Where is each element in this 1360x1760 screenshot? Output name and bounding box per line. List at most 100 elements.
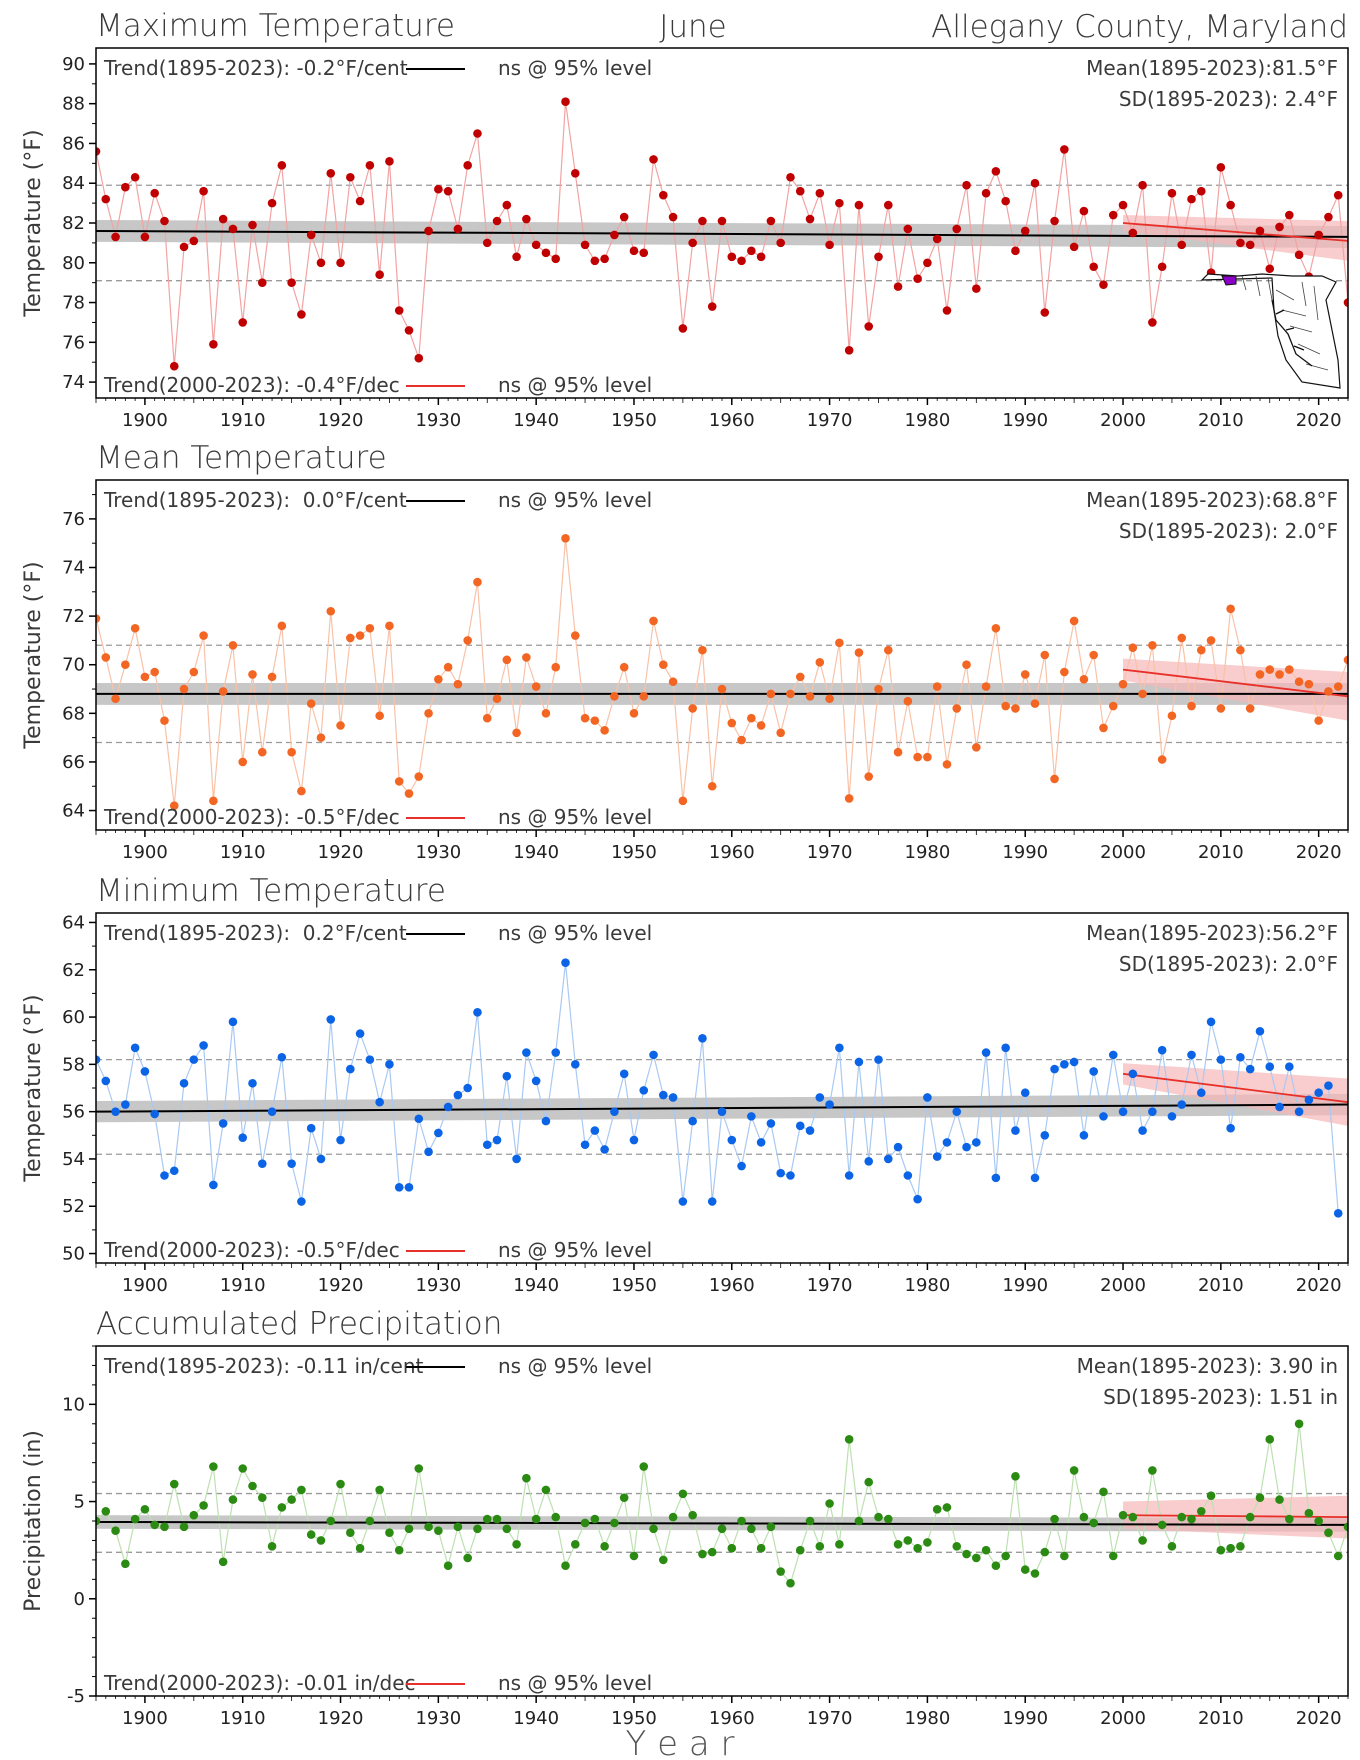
data-point: [482, 1140, 492, 1150]
data-point: [150, 667, 159, 677]
data-point: [257, 278, 267, 287]
data-point: [1118, 200, 1128, 210]
data-point: [150, 1520, 159, 1530]
data-point: [825, 694, 834, 704]
data-point: [482, 238, 492, 248]
y-tick-label: 80: [62, 253, 85, 274]
data-point: [375, 1097, 384, 1107]
data-point: [561, 958, 570, 967]
data-point: [1138, 689, 1147, 699]
data-point: [130, 1514, 140, 1524]
data-point: [169, 801, 179, 810]
x-tick-label: 1950: [611, 842, 657, 863]
x-tick-label: 1950: [611, 1275, 657, 1296]
data-point: [199, 631, 208, 640]
data-point: [619, 662, 629, 672]
recent-trend-band: [1123, 1495, 1348, 1539]
data-point: [698, 1549, 707, 1559]
data-point: [306, 1123, 316, 1133]
data-point: [1040, 1130, 1050, 1140]
data-point: [795, 672, 805, 682]
data-point: [228, 1495, 238, 1504]
data-point: [1226, 604, 1235, 614]
data-point: [522, 1473, 531, 1483]
data-point: [570, 168, 580, 178]
data-point: [610, 1107, 619, 1116]
data-point: [1079, 1130, 1089, 1140]
data-point: [580, 1518, 590, 1528]
trend-recent-sig: ns @ 95% level: [498, 373, 652, 397]
y-tick-label: 64: [62, 912, 85, 933]
data-point: [179, 1522, 189, 1532]
data-point: [96, 147, 101, 156]
data-point: [336, 721, 345, 730]
data-point: [1187, 701, 1196, 711]
x-tick-label: 1940: [513, 842, 559, 863]
data-point: [932, 234, 942, 244]
data-point: [218, 687, 228, 696]
data-point: [561, 97, 570, 106]
data-point: [1030, 1569, 1040, 1578]
data-point: [287, 278, 296, 287]
data-point: [385, 157, 394, 166]
data-point: [297, 1197, 306, 1206]
data-point: [1118, 1510, 1128, 1520]
data-point: [766, 1119, 776, 1128]
data-point: [972, 1553, 981, 1563]
data-point: [189, 1055, 199, 1064]
data-point: [727, 718, 737, 728]
data-point: [111, 694, 120, 704]
x-tick-label: 1990: [1002, 1275, 1048, 1296]
data-point: [365, 161, 375, 170]
data-point: [1060, 145, 1069, 154]
x-tick-label: 1970: [807, 842, 853, 863]
data-point: [1294, 1419, 1304, 1429]
data-point: [316, 1536, 326, 1545]
data-point: [355, 1029, 365, 1038]
mean-text: Mean(1895-2023):68.8°F: [1086, 488, 1338, 512]
data-point: [962, 180, 971, 190]
data-point: [844, 1435, 854, 1444]
data-point: [942, 1503, 952, 1512]
x-tick-label: 2000: [1100, 410, 1146, 431]
y-axis-label: Temperature (°F): [21, 129, 46, 317]
data-point: [981, 682, 991, 691]
data-point: [228, 224, 238, 234]
y-tick-label: 84: [62, 173, 85, 194]
data-point: [981, 188, 991, 198]
data-point: [962, 1549, 971, 1559]
data-point: [815, 188, 825, 198]
data-point: [385, 1528, 394, 1537]
data-point: [434, 184, 443, 194]
data-point: [570, 1540, 580, 1549]
data-point: [776, 238, 785, 248]
data-point: [1294, 250, 1304, 260]
data-point: [991, 623, 1001, 633]
data-point: [972, 284, 981, 293]
x-tick-label: 1910: [220, 1708, 266, 1729]
y-tick-label: 88: [62, 94, 85, 115]
data-point: [1333, 1209, 1343, 1218]
trend-recent-text: Trend(2000-2023): -0.4°F/dec: [103, 373, 400, 397]
x-tick-label: 1980: [905, 842, 951, 863]
data-point: [835, 1043, 844, 1053]
y-tick-label: 62: [62, 960, 85, 981]
data-point: [737, 1516, 746, 1526]
data-point: [1187, 1514, 1196, 1524]
data-point: [844, 794, 854, 803]
y-tick-label: 54: [62, 1149, 85, 1170]
data-point: [179, 242, 189, 252]
data-point: [1167, 711, 1177, 721]
data-point: [1020, 1088, 1030, 1098]
x-tick-label: 1960: [709, 410, 755, 431]
data-point: [932, 1505, 942, 1514]
data-point: [619, 1493, 629, 1502]
data-point: [991, 166, 1001, 176]
data-point: [1148, 318, 1157, 327]
data-point: [561, 534, 570, 543]
data-point: [169, 1166, 179, 1176]
y-tick-label: 74: [62, 558, 85, 579]
data-point: [1148, 1107, 1157, 1116]
data-point: [297, 1485, 306, 1495]
data-point: [1040, 1547, 1050, 1557]
